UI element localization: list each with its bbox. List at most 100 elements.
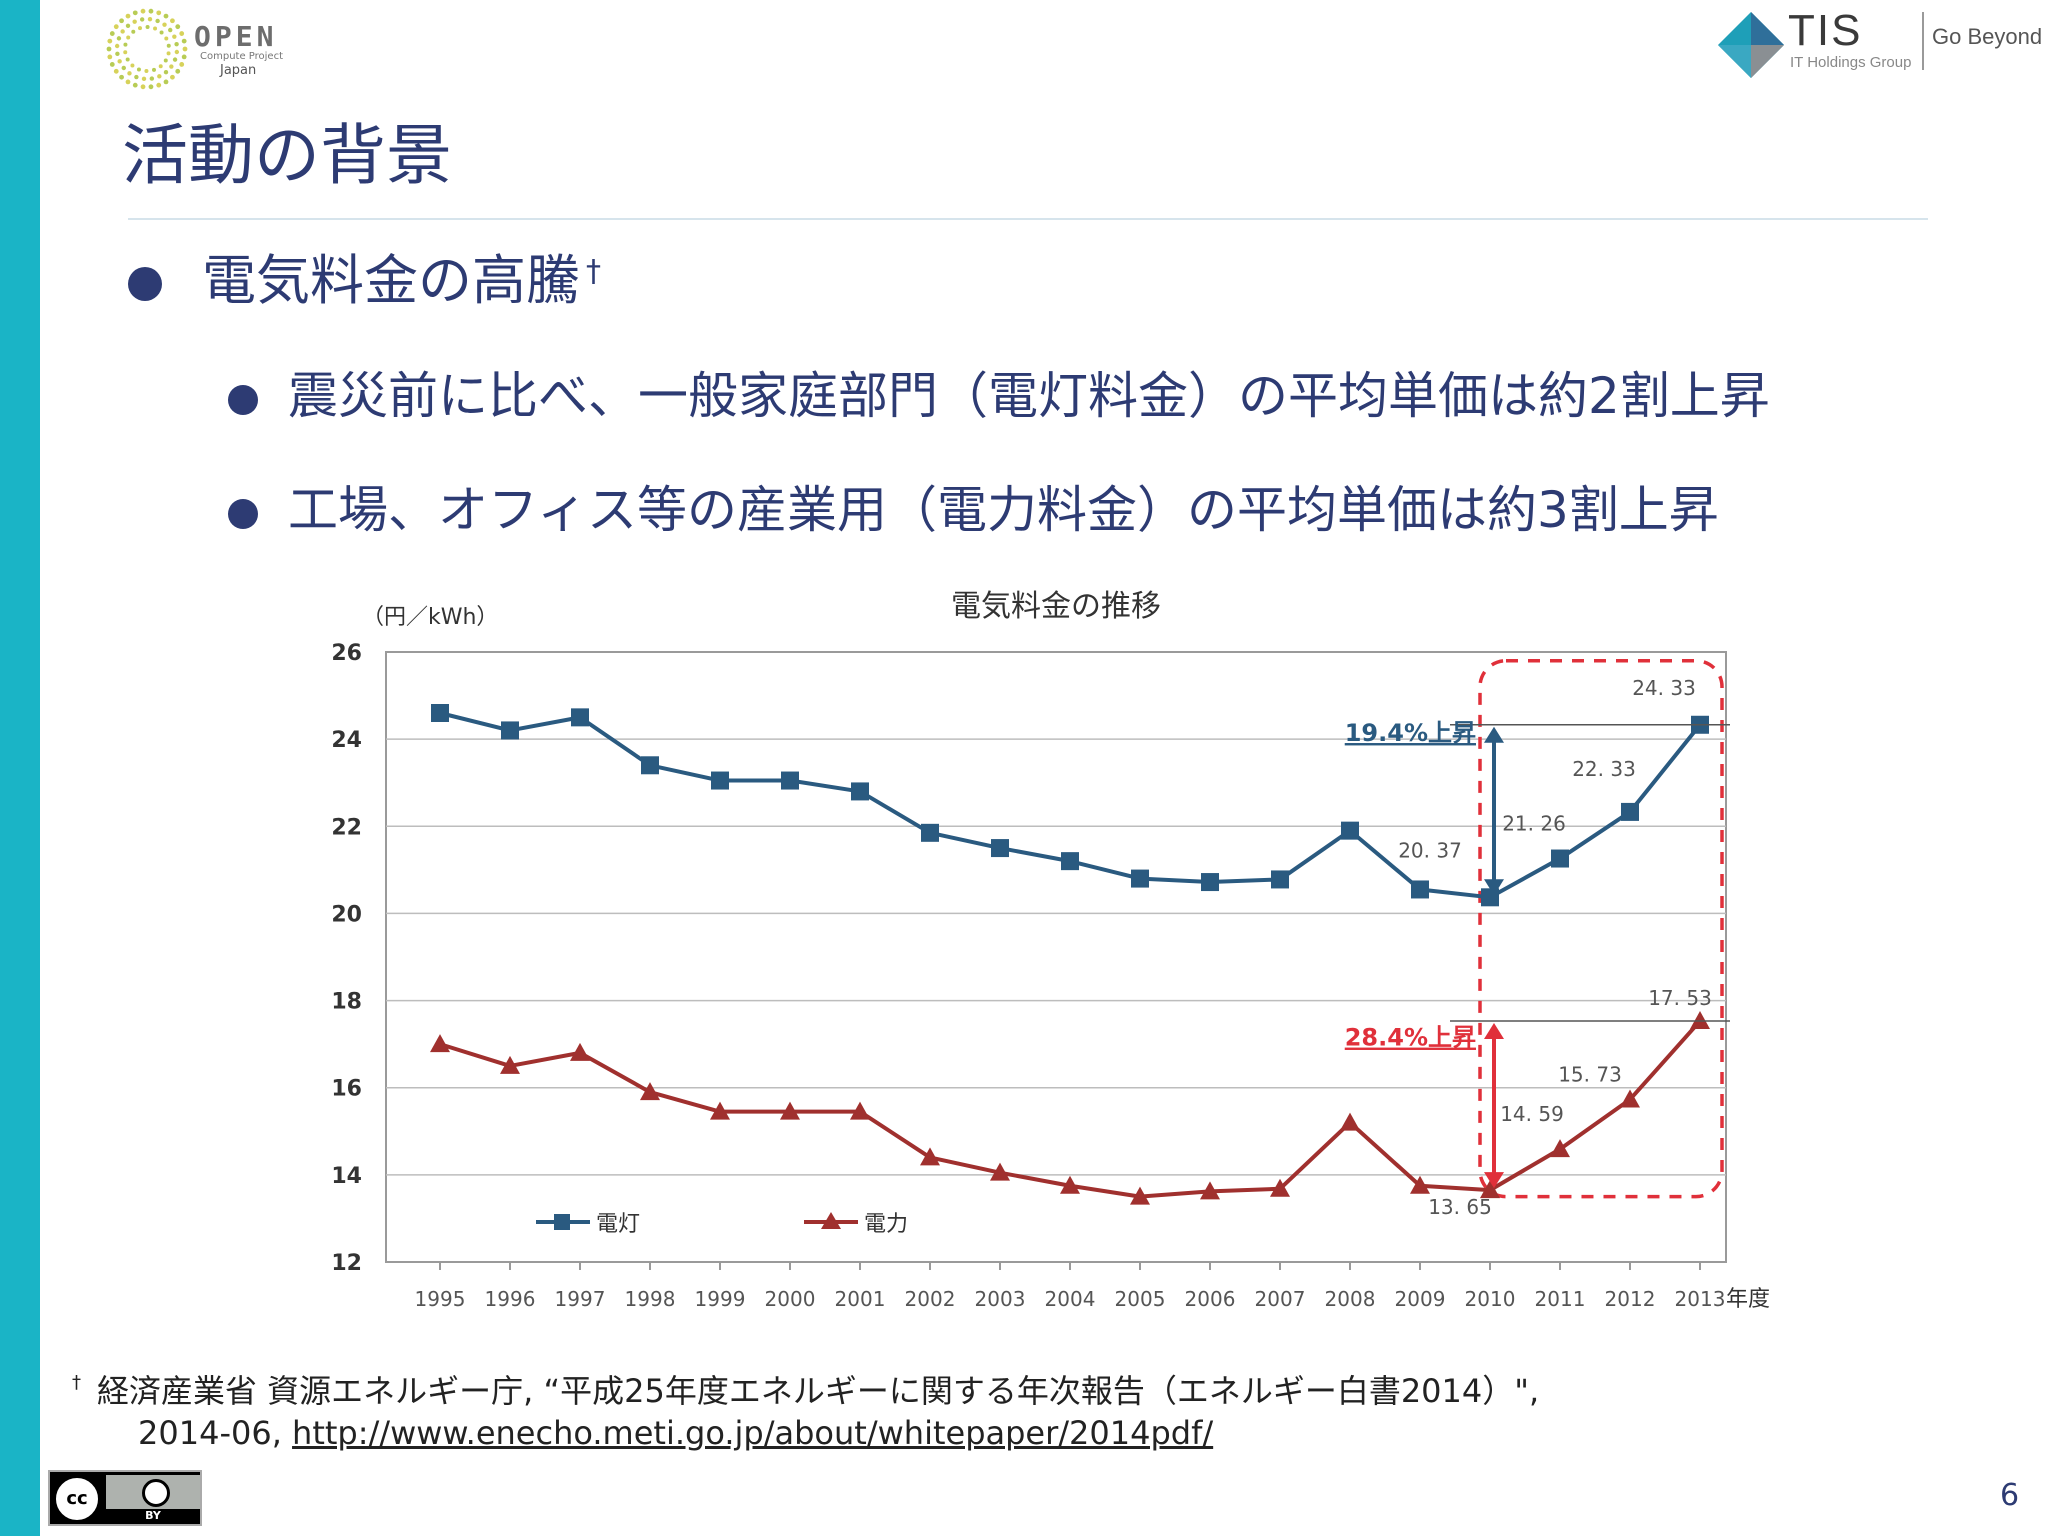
ocp-ring-dot bbox=[125, 79, 131, 85]
chart-x-tick-label: 2001 bbox=[835, 1287, 886, 1311]
ocp-ring-dot bbox=[120, 29, 125, 34]
ocp-logo-word: OPEN bbox=[194, 20, 278, 53]
ocp-ring-dot bbox=[153, 26, 158, 31]
tis-logo: TIS IT Holdings Group Go Beyond bbox=[1716, 6, 2048, 88]
chart-point-denryoku bbox=[1200, 1181, 1220, 1200]
price-trend-chart: 電気料金の推移 （円／kWh） 年度 12 14 16 18 20 22 24 26 1995 1… bbox=[300, 580, 1800, 1320]
ocp-ring-dot bbox=[114, 43, 120, 49]
ocp-ring-dot bbox=[155, 18, 160, 24]
chart-y-axis-label: （円／kWh） bbox=[362, 605, 498, 630]
page-number: 6 bbox=[2000, 1478, 2020, 1513]
chart-point-denryoku bbox=[570, 1042, 590, 1061]
chart-point-denryoku bbox=[850, 1101, 870, 1120]
chart-point-denryoku bbox=[990, 1162, 1010, 1181]
ocp-ring-dot bbox=[158, 64, 163, 69]
footnote: † 経済産業省 資源エネルギー庁, “平成25年度エネルギーに関する年次報告（エネ… bbox=[72, 1362, 1539, 1454]
ocp-ring-dot bbox=[159, 30, 164, 35]
ocp-ring-dot bbox=[106, 46, 112, 52]
ocp-japan-logo: OPEN Compute Project Japan bbox=[104, 6, 304, 92]
chart-point-denryoku bbox=[1410, 1175, 1430, 1194]
tis-logo-tagline: Go Beyond bbox=[1932, 24, 2043, 49]
ocp-ring-icon bbox=[106, 8, 188, 90]
chart-point-denryoku bbox=[1130, 1186, 1150, 1205]
ocp-ring-dot bbox=[175, 68, 181, 74]
ocp-ring-dot bbox=[119, 18, 124, 24]
chart-x-tick-label: 1996 bbox=[485, 1287, 536, 1311]
chart-legend-marker bbox=[554, 1214, 570, 1230]
ocp-ring-dot bbox=[125, 13, 131, 19]
chart-x-tick-label: 1999 bbox=[695, 1287, 746, 1311]
chart-y-tick-label: 16 bbox=[331, 1077, 362, 1102]
chart-x-tick-label: 2000 bbox=[765, 1287, 816, 1311]
chart-point-denryoku bbox=[500, 1055, 520, 1074]
chart-point-denryoku bbox=[1270, 1178, 1290, 1197]
accent-side-bar bbox=[0, 0, 40, 1536]
ocp-ring-dot bbox=[139, 17, 145, 22]
ocp-ring-dot bbox=[182, 46, 188, 52]
ocp-ring-dot bbox=[144, 68, 149, 73]
chart-x-tick-label: 1997 bbox=[555, 1287, 606, 1311]
chart-point-dento bbox=[1341, 821, 1359, 840]
chart-point-dento bbox=[641, 756, 659, 775]
ocp-ring-dot bbox=[147, 16, 153, 22]
chart-y-tick-label: 12 bbox=[331, 1251, 362, 1276]
chart-point-dento bbox=[1131, 869, 1149, 888]
chart-data-label: 21. 26 bbox=[1502, 812, 1566, 836]
footnote-mark: † bbox=[72, 1372, 81, 1393]
ocp-ring-dot bbox=[141, 76, 147, 82]
ocp-ring-dot bbox=[163, 79, 169, 85]
chart-point-dento bbox=[711, 771, 729, 790]
chart-point-denryoku bbox=[640, 1082, 660, 1101]
cc-by-license-badge[interactable]: cc BY bbox=[48, 1470, 202, 1526]
chart-point-dento bbox=[921, 823, 939, 842]
chart-x-tick-label: 2008 bbox=[1325, 1287, 1376, 1311]
chart-data-label: 17. 53 bbox=[1648, 986, 1712, 1010]
chart-point-denryoku bbox=[1620, 1089, 1640, 1108]
source-link[interactable]: http://www.enecho.meti.go.jp/about/white… bbox=[292, 1414, 1214, 1452]
chart-plot-frame bbox=[385, 651, 1727, 1263]
ocp-ring-dot bbox=[156, 10, 162, 16]
ocp-ring-dot bbox=[163, 70, 169, 75]
ocp-ring-dot bbox=[174, 49, 180, 55]
bullet-dot-icon bbox=[228, 498, 258, 529]
ocp-ring-dot bbox=[117, 59, 122, 64]
ocp-ring-dot bbox=[126, 35, 131, 40]
ocp-ring-dot bbox=[107, 38, 113, 44]
ocp-ring-dot bbox=[113, 24, 119, 30]
chart-point-dento bbox=[1271, 870, 1289, 889]
chart-point-dento bbox=[431, 704, 449, 722]
chart-point-dento bbox=[1621, 802, 1639, 821]
ocp-ring-dot bbox=[132, 19, 137, 24]
chart-point-denryoku bbox=[1690, 1011, 1710, 1030]
chart-highlight-box bbox=[1478, 658, 1724, 1199]
chart-legend-marker bbox=[821, 1212, 841, 1229]
chart-point-denryoku bbox=[1550, 1139, 1570, 1158]
ocp-ring-dot bbox=[132, 10, 138, 16]
ocp-ring-dot bbox=[125, 23, 131, 28]
chart-annotation-arrow-head-down bbox=[1484, 879, 1504, 896]
chart-y-tick-label: 14 bbox=[331, 1164, 362, 1189]
chart-x-tick-label: 2003 bbox=[975, 1287, 1026, 1311]
ocp-ring-dot bbox=[170, 74, 175, 80]
chart-point-denryoku bbox=[430, 1034, 450, 1053]
ocp-ring-dot bbox=[123, 42, 128, 47]
ocp-ring-dot bbox=[174, 41, 179, 47]
ocp-ring-dot bbox=[138, 26, 143, 31]
chart-point-denryoku bbox=[1480, 1180, 1500, 1199]
chart-point-dento bbox=[571, 708, 589, 727]
chart-point-denryoku bbox=[1060, 1175, 1080, 1194]
ocp-ring-dot bbox=[163, 13, 169, 19]
title-divider bbox=[128, 218, 1928, 220]
ocp-ring-dot bbox=[166, 43, 171, 48]
chart-x-tick-label: 2004 bbox=[1045, 1287, 1096, 1311]
page-title: 活動の背景 bbox=[122, 117, 452, 194]
chart-point-denryoku bbox=[920, 1147, 940, 1166]
chart-x-tick-label: 1998 bbox=[625, 1287, 676, 1311]
ocp-ring-dot bbox=[109, 31, 115, 36]
ocp-ring-dot bbox=[172, 57, 178, 62]
chart-data-label: 15. 73 bbox=[1558, 1062, 1622, 1086]
chart-data-label: 22. 33 bbox=[1572, 757, 1636, 781]
chart-y-tick-label: 22 bbox=[331, 815, 362, 840]
ocp-ring-dot bbox=[169, 64, 174, 69]
ocp-ring-dot bbox=[149, 76, 155, 81]
